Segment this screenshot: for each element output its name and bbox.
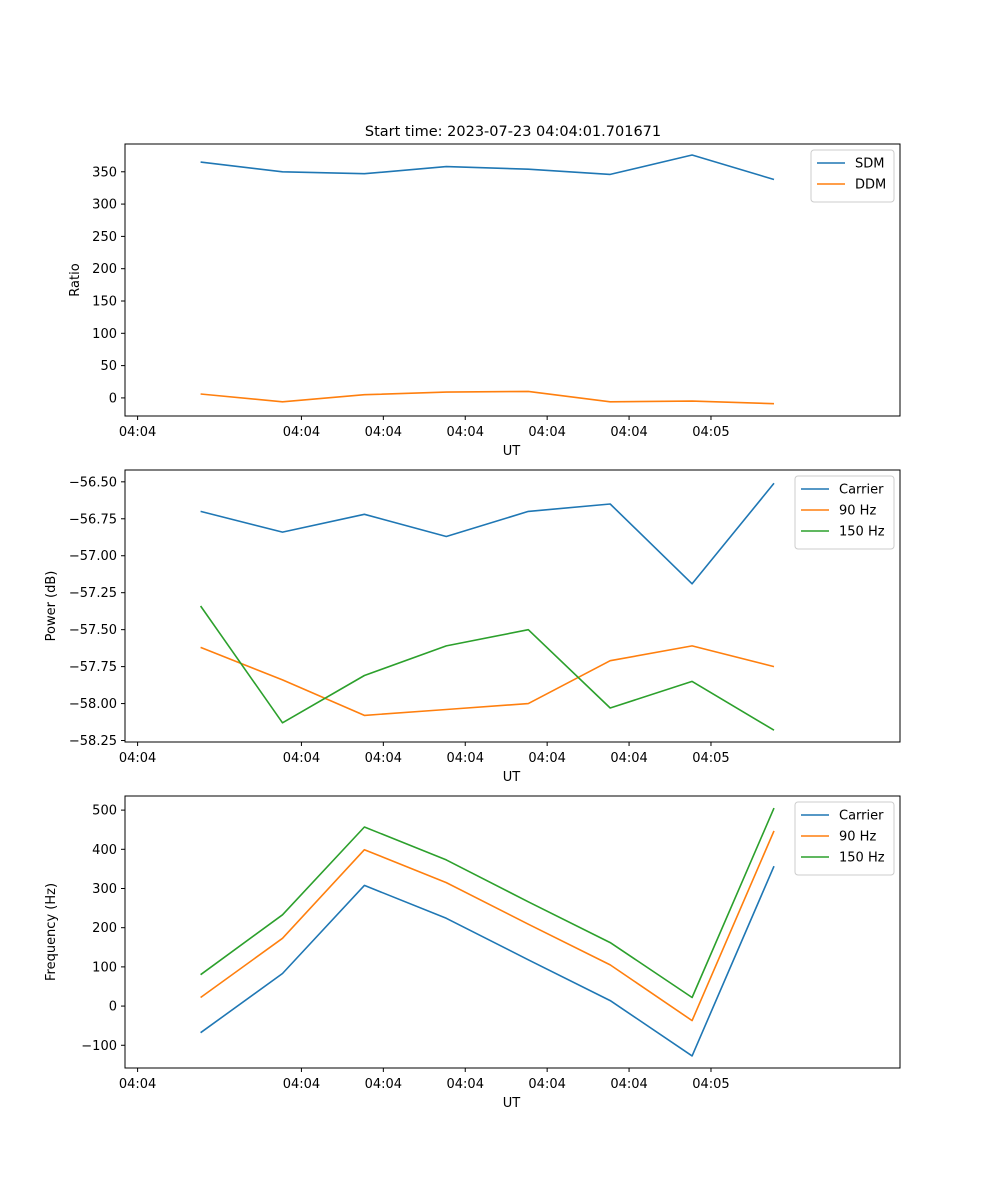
y-tick-label: 100 <box>92 960 117 975</box>
axes-frame <box>124 469 901 743</box>
x-tick-label: 04:04 <box>365 751 402 766</box>
x-tick-label: 04:04 <box>447 425 484 440</box>
x-tick-label: 04:04 <box>119 751 156 766</box>
x-tick-label: 04:05 <box>692 1077 729 1092</box>
x-tick-label: 04:05 <box>692 751 729 766</box>
axes-frame <box>124 795 901 1069</box>
x-tick-label: 04:04 <box>365 1077 402 1092</box>
x-tick-label: 04:04 <box>365 425 402 440</box>
x-tick-label: 04:04 <box>119 425 156 440</box>
y-tick-label: −57.25 <box>69 586 117 601</box>
y-tick-label: 200 <box>92 262 117 277</box>
x-tick-label: 04:04 <box>283 751 320 766</box>
figure-title: Start time: 2023-07-23 04:04:01.701671 <box>365 124 661 140</box>
series-line-carrier <box>200 865 775 1057</box>
legend-label: DDM <box>855 178 886 193</box>
series-line-ddm <box>200 390 775 405</box>
series-line-150-hz <box>199 605 775 731</box>
y-tick-label: 350 <box>92 165 117 180</box>
y-tick-label: 250 <box>92 230 117 245</box>
y-axis-label: Power (dB) <box>44 571 59 642</box>
y-tick-label: 50 <box>100 359 117 374</box>
legend: SDM DDM <box>810 149 895 203</box>
series-line-90-hz <box>200 645 775 717</box>
y-tick-label: 0 <box>109 391 117 406</box>
x-axis-label: UT <box>503 1096 521 1111</box>
x-axis-label: UT <box>503 770 521 785</box>
series-line-carrier <box>200 482 775 585</box>
x-tick-label: 04:04 <box>283 1077 320 1092</box>
y-axis-label: Frequency (Hz) <box>44 883 59 981</box>
x-tick-label: 04:04 <box>283 425 320 440</box>
x-tick-label: 04:04 <box>447 751 484 766</box>
series-line-sdm <box>200 154 775 181</box>
x-tick-label: 04:04 <box>119 1077 156 1092</box>
panel-frequency: −100 0 100 200 300 400 500 04:04 04:04 04:04 04:04… <box>44 795 901 1111</box>
y-tick-label: −56.50 <box>69 475 117 490</box>
y-tick-label: 200 <box>92 921 117 936</box>
y-tick-label: 100 <box>92 327 117 342</box>
x-tick-label: 04:04 <box>610 1077 647 1092</box>
y-tick-label: 0 <box>109 1000 117 1015</box>
y-tick-label: −58.25 <box>69 734 117 749</box>
y-tick-label: −57.75 <box>69 660 117 675</box>
legend-label: 90 Hz <box>839 830 876 845</box>
y-tick-label: 300 <box>92 198 117 213</box>
x-tick-label: 04:04 <box>528 751 565 766</box>
legend-label: Carrier <box>839 483 884 498</box>
x-tick-label: 04:04 <box>447 1077 484 1092</box>
x-tick-label: 04:04 <box>610 751 647 766</box>
legend-label: 90 Hz <box>839 504 876 519</box>
legend-label: 150 Hz <box>839 851 885 866</box>
y-tick-label: 300 <box>92 882 117 897</box>
y-axis-label: Ratio <box>68 263 83 296</box>
series-line-150-hz <box>200 807 775 999</box>
legend-label: Carrier <box>839 809 884 824</box>
axes-frame <box>124 143 901 417</box>
panel-power: −58.25 −58.00 −57.75 −57.50 −57.25 −57.00 −56.… <box>44 469 901 785</box>
x-tick-label: 04:04 <box>610 425 647 440</box>
panel-ratio: 0 50 100 150 200 250 300 350 04:04 04:04 04:04 04:0… <box>68 143 901 459</box>
legend-label: 150 Hz <box>839 525 885 540</box>
y-tick-label: −57.50 <box>69 623 117 638</box>
x-tick-label: 04:04 <box>528 1077 565 1092</box>
y-tick-label: −56.75 <box>69 512 117 527</box>
y-tick-label: 400 <box>92 843 117 858</box>
x-axis-label: UT <box>503 444 521 459</box>
legend: Carrier 90 Hz 150 Hz <box>794 475 895 550</box>
legend: Carrier 90 Hz 150 Hz <box>794 801 895 876</box>
y-tick-label: −58.00 <box>69 697 117 712</box>
x-tick-label: 04:04 <box>528 425 565 440</box>
y-tick-label: −57.00 <box>69 549 117 564</box>
legend-label: SDM <box>855 157 884 172</box>
series-line-90-hz <box>200 830 775 1022</box>
y-tick-label: −100 <box>81 1039 117 1054</box>
x-tick-label: 04:05 <box>692 425 729 440</box>
y-tick-label: 150 <box>92 294 117 309</box>
y-tick-label: 500 <box>92 804 117 819</box>
